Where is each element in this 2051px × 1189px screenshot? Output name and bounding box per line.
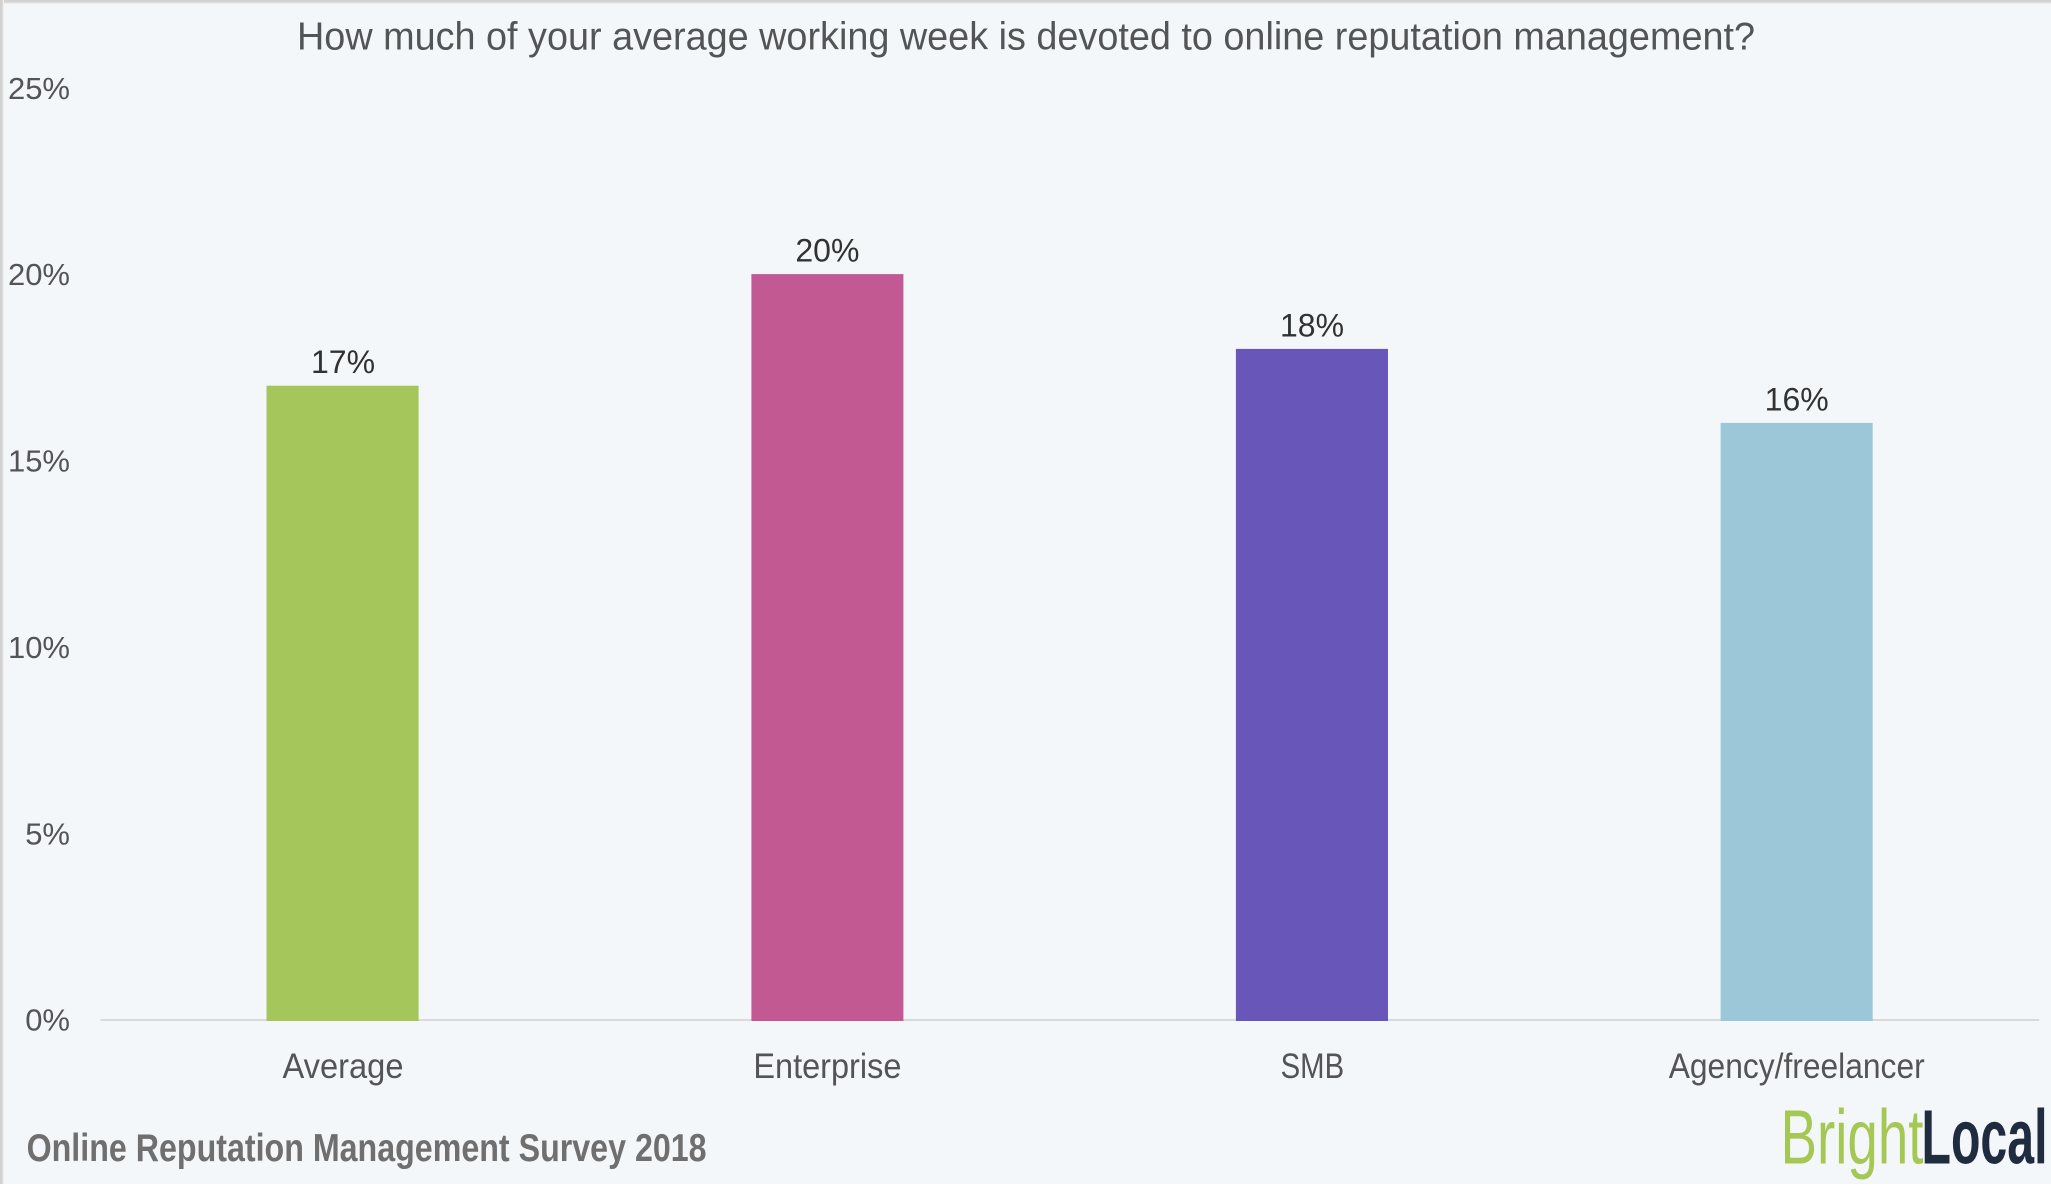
- svg-text:Local: Local: [1922, 1095, 2048, 1181]
- svg-text:Online Reputation Management S: Online Reputation Management Survey 2018: [27, 1127, 707, 1170]
- svg-text:20%: 20%: [8, 257, 70, 292]
- svg-text:20%: 20%: [795, 233, 859, 269]
- svg-text:15%: 15%: [8, 444, 70, 479]
- svg-text:Enterprise: Enterprise: [753, 1047, 901, 1086]
- svg-text:10%: 10%: [8, 630, 70, 665]
- svg-text:17%: 17%: [311, 344, 375, 380]
- svg-text:How much of your average worki: How much of your average working week is…: [297, 15, 1755, 58]
- svg-text:18%: 18%: [1280, 307, 1344, 343]
- svg-text:0%: 0%: [25, 1002, 70, 1037]
- svg-text:Average: Average: [283, 1047, 404, 1086]
- svg-text:SMB: SMB: [1281, 1047, 1345, 1086]
- svg-text:Bright: Bright: [1781, 1095, 1924, 1181]
- svg-text:5%: 5%: [25, 816, 70, 851]
- svg-text:16%: 16%: [1765, 381, 1829, 417]
- svg-text:Agency/freelancer: Agency/freelancer: [1669, 1047, 1925, 1086]
- svg-text:25%: 25%: [8, 71, 70, 106]
